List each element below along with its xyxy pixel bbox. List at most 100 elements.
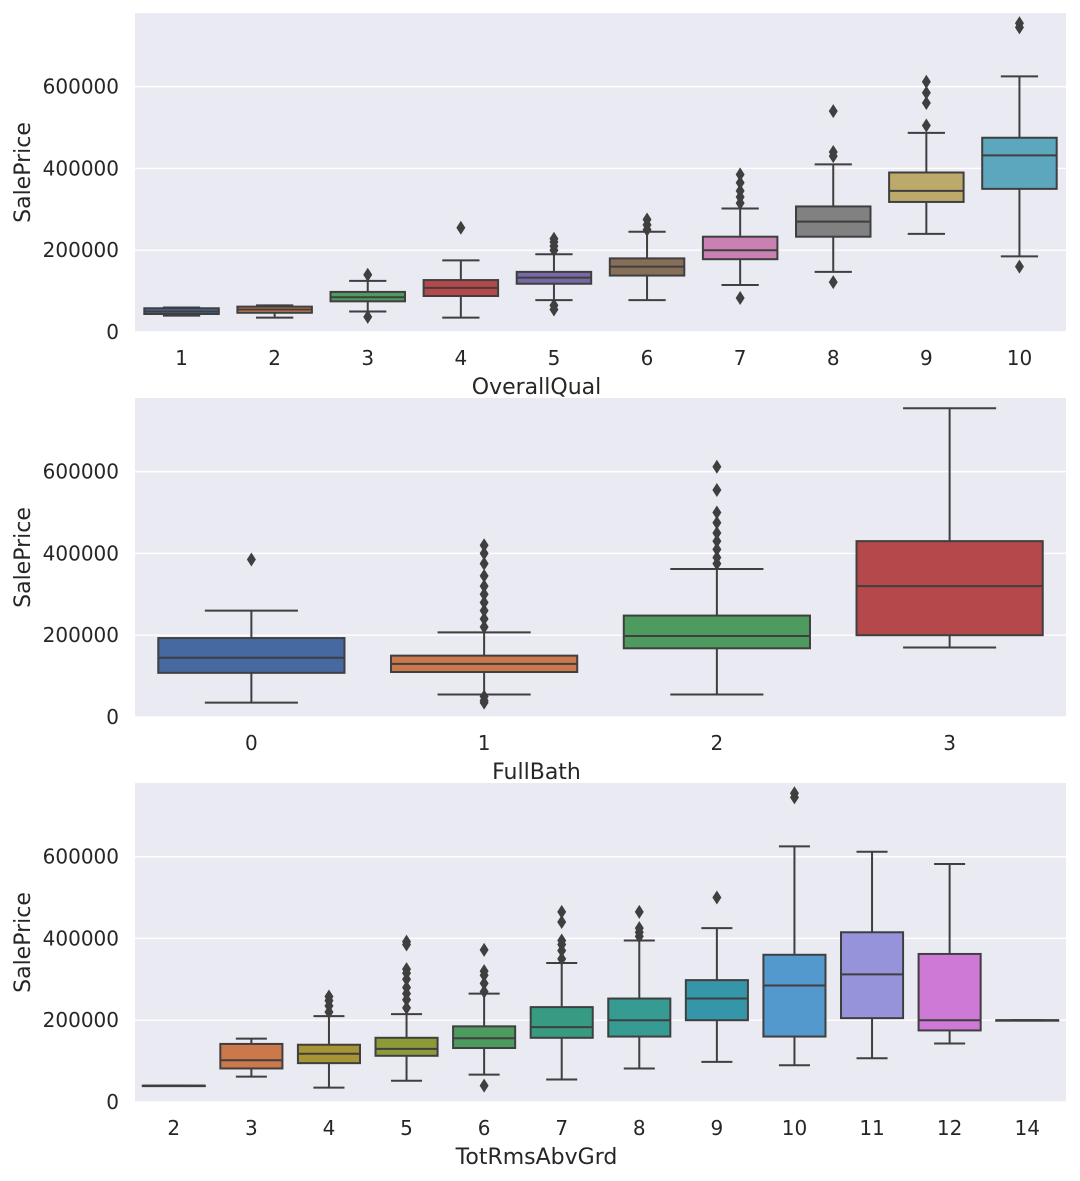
outlier-point [479,620,489,635]
y-tick-label: 400000 [43,156,119,180]
x-tick-label: 10 [1007,346,1032,370]
outlier-point [921,95,931,110]
x-tick-label: 2 [167,1116,180,1140]
outlier-point [634,921,644,936]
boxplot-panel-totrmsabvgrd: 0 200000 400000 600000 2 3 4 5 6 7 8 9 10 11 12 14 TotRm… [11,783,1066,1170]
x-tick-label: 3 [361,346,374,370]
outlier-point [712,550,722,565]
box-4 [296,989,361,1089]
box-7 [529,904,594,1081]
y-axis-label: SalePrice [11,507,36,608]
outlier-point [479,1078,489,1093]
outlier-point [921,118,931,133]
outlier-point [1014,16,1024,31]
box-11 [840,850,905,1060]
x-axis-label: OverallQual [472,375,601,400]
box-iqr [607,997,672,1038]
outlier-point [557,933,567,948]
y-tick-label: 200000 [43,623,119,647]
y-tick-label: 600000 [43,845,119,869]
x-tick-label: 0 [245,731,258,755]
box-7 [701,167,779,306]
box-4 [422,220,500,319]
x-tick-label: 4 [454,346,467,370]
outlier-point [712,534,722,549]
outlier-point [363,309,373,324]
box-1 [143,306,220,317]
box-2 [141,1084,206,1088]
outlier-point [363,267,373,282]
boxplot-panel-fullbath: 0 200000 400000 600000 0 1 2 3 FullBath SalePrice [11,398,1066,785]
box-6 [452,942,517,1093]
box-iqr [762,953,827,1038]
outlier-point [735,167,745,182]
y-tick-label: 0 [106,1090,119,1114]
box-0 [157,552,346,704]
outlier-point [402,962,412,977]
outlier-point [479,611,489,626]
box-10 [981,16,1058,274]
x-tick-label: 5 [400,1116,413,1140]
outlier-point [828,275,838,290]
box-1 [390,538,579,710]
box-3 [219,1037,284,1078]
x-tick-label: 1 [175,346,188,370]
y-tick-label: 600000 [43,75,119,99]
box-10 [762,786,827,1067]
x-tick-label: 14 [1014,1116,1039,1140]
outlier-point [479,984,489,999]
outlier-point [479,556,489,571]
x-tick-label: 9 [920,346,933,370]
box-iqr [452,1025,517,1050]
outlier-point [549,231,559,246]
x-tick-label: 1 [478,731,491,755]
outlier-point [921,74,931,89]
box-iqr [622,614,811,650]
box-iqr [157,637,346,674]
outlier-point [549,302,559,317]
box-iqr [219,1042,284,1070]
outlier-point [828,145,838,160]
box-9 [684,890,749,1063]
x-tick-label: 12 [937,1116,962,1140]
outlier-point [479,964,489,979]
outlier-point [642,212,652,227]
box-2 [236,304,313,319]
outlier-point [402,934,412,949]
box-12 [917,862,982,1045]
outlier-point [712,525,722,540]
box-iqr [529,1006,594,1039]
outlier-point [712,515,722,530]
outlier-point [712,483,722,498]
box-iqr [855,540,1044,637]
box-5 [515,231,593,317]
box-2 [622,459,811,696]
box-iqr [917,952,982,1032]
y-tick-label: 600000 [43,460,119,484]
y-tick-label: 0 [106,320,119,344]
outlier-point [557,951,567,966]
y-tick-label: 200000 [43,238,119,262]
x-tick-label: 9 [711,1116,724,1140]
outlier-point [828,104,838,119]
outlier-point [479,587,489,602]
box-iqr [701,235,779,261]
outlier-point [789,786,799,801]
box-iqr [684,979,749,1022]
outlier-point [479,595,489,610]
x-tick-label: 6 [478,1116,491,1140]
y-tick-label: 400000 [43,541,119,565]
x-tick-label: 7 [734,346,747,370]
box-9 [888,74,965,235]
outlier-point [324,989,334,1004]
outlier-point [1014,259,1024,274]
outlier-point [921,85,931,100]
outlier-point [456,220,466,235]
outlier-point [479,546,489,561]
box-14 [995,1019,1060,1022]
x-tick-label: 10 [782,1116,807,1140]
outlier-point [712,542,722,557]
x-tick-label: 8 [633,1116,646,1140]
outlier-point [479,568,489,583]
outlier-point [735,291,745,306]
